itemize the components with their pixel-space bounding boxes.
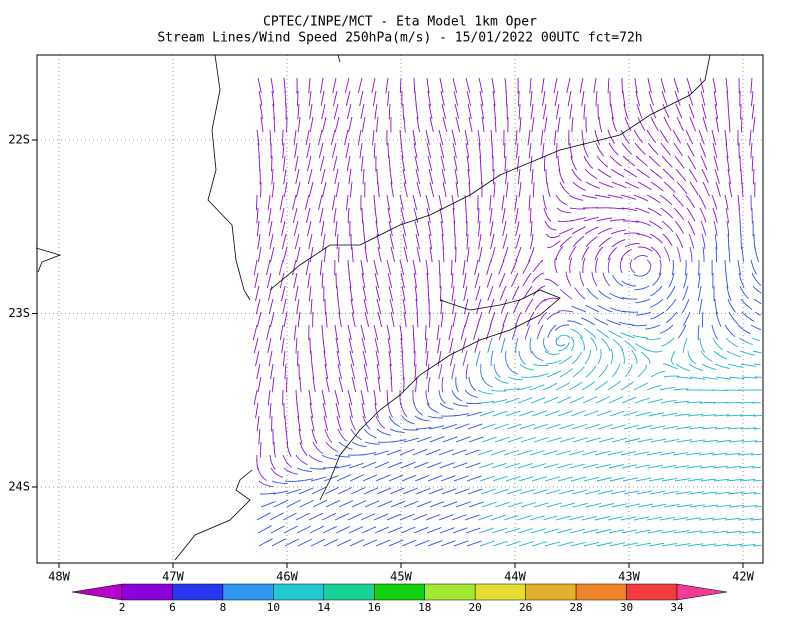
colorbar-segment <box>273 584 323 600</box>
colorbar-label: 10 <box>267 601 280 614</box>
streamline <box>297 91 298 106</box>
lon-label: 45W <box>390 570 412 584</box>
colorbar-segment <box>172 584 222 600</box>
streamline <box>533 182 534 197</box>
colorbar-label: 16 <box>368 601 381 614</box>
streamline <box>493 169 494 184</box>
streamline <box>754 493 761 494</box>
colorbar-segment <box>223 584 273 600</box>
colorbar-label: 14 <box>317 601 331 614</box>
colorbar-label: 18 <box>418 601 431 614</box>
lon-label: 43W <box>618 570 640 584</box>
lat-label: 24S <box>8 480 30 494</box>
streamline <box>261 442 262 457</box>
streamline <box>699 260 700 275</box>
colorbar-segment <box>374 584 424 600</box>
lat-label: 23S <box>8 306 30 320</box>
streamline <box>481 169 482 184</box>
streamline <box>753 416 762 417</box>
streamline <box>702 312 703 327</box>
lon-label: 47W <box>162 570 184 584</box>
streamline <box>310 338 311 353</box>
streamline <box>519 91 520 106</box>
streamline <box>610 91 611 106</box>
colorbar-segment <box>122 584 172 600</box>
streamline <box>755 506 762 507</box>
colorbar-label: 30 <box>620 601 633 614</box>
colorbar-arrow-right <box>677 584 727 600</box>
colorbar-label: 26 <box>519 601 532 614</box>
colorbar-label: 28 <box>569 601 582 614</box>
streamline <box>430 312 431 327</box>
colorbar-segment <box>526 584 576 600</box>
streamline <box>287 117 288 132</box>
streamline <box>598 104 599 119</box>
colorbar-label: 6 <box>169 601 176 614</box>
lon-label: 48W <box>48 570 70 584</box>
colorbar-label: 2 <box>119 601 126 614</box>
streamline <box>456 247 457 262</box>
colorbar-label: 34 <box>670 601 684 614</box>
colorbar-segment <box>627 584 677 600</box>
streamline <box>740 156 741 171</box>
streamline <box>754 429 761 430</box>
lon-label: 42W <box>732 570 754 584</box>
streamline <box>351 234 352 249</box>
streamline <box>741 117 742 132</box>
subtitle: Stream Lines/Wind Speed 250hPa(m/s) - 15… <box>157 31 642 46</box>
lon-label: 44W <box>504 570 526 584</box>
colorbar-segment <box>425 584 475 600</box>
streamline <box>741 234 742 249</box>
colorbar-label: 8 <box>220 601 227 614</box>
streamline <box>754 169 755 184</box>
streamline <box>415 351 416 366</box>
title: CPTEC/INPE/MCT - Eta Model 1km Oper <box>263 15 537 30</box>
streamline <box>755 442 762 443</box>
colorbar-label: 20 <box>469 601 482 614</box>
streamline <box>261 182 262 197</box>
plot-area <box>36 55 763 563</box>
colorbar-arrow-left <box>72 584 122 600</box>
colorbar-segment <box>324 584 374 600</box>
colorbar-segment <box>475 584 525 600</box>
streamline <box>325 299 326 314</box>
lon-label: 46W <box>276 570 298 584</box>
colorbar-segment <box>576 584 626 600</box>
lat-label: 22S <box>8 133 30 147</box>
streamline <box>741 104 742 119</box>
